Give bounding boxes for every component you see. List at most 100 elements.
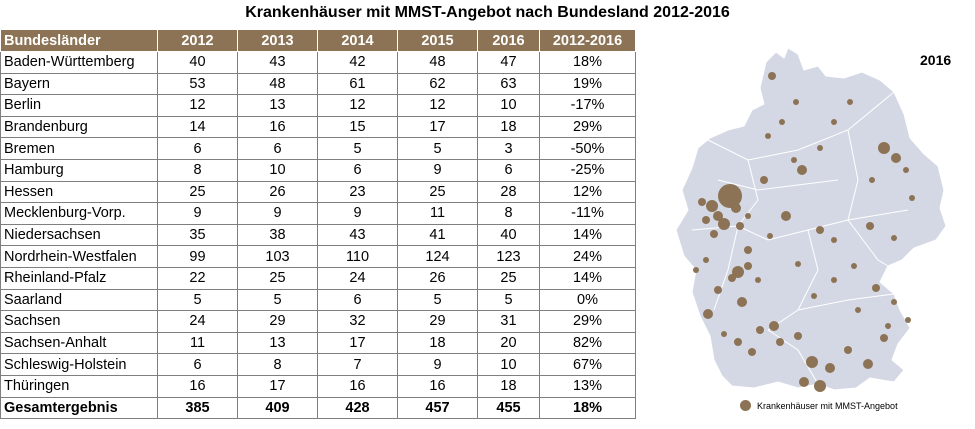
hospital-dot (732, 266, 744, 278)
column-header: Bundesländer (0, 29, 158, 52)
hospital-dot (728, 274, 736, 282)
value-cell: 13 (237, 331, 318, 355)
state-borders (691, 91, 909, 385)
value-cell: 43 (317, 223, 398, 247)
value-cell: 18 (477, 115, 540, 139)
value-cell: 15 (317, 115, 398, 139)
hospital-dot (816, 226, 824, 234)
state-name-cell: Sachsen (0, 310, 158, 333)
value-cell: 3 (477, 137, 540, 160)
value-cell: 23 (317, 180, 398, 204)
state-name-cell: Sachsen-Anhalt (0, 331, 158, 355)
hospital-dot (863, 359, 873, 369)
value-cell: 99 (157, 245, 238, 268)
table-row: Nordrhein-Westfalen 99 103 110 124 123 24% (0, 245, 636, 268)
table-row: Sachsen 24 29 32 29 31 29% (0, 310, 636, 333)
hospital-dot (745, 213, 751, 219)
value-cell: 26 (237, 180, 318, 204)
value-cell: 40 (157, 51, 238, 74)
hospital-dot (731, 203, 741, 213)
hospital-dot (718, 218, 730, 230)
total-row: Gesamtergebnis 385 409 428 457 455 18% (0, 396, 636, 420)
column-header: 2012-2016 (539, 29, 636, 52)
value-cell: 9 (157, 202, 238, 225)
hospital-dot (702, 216, 710, 224)
hospital-dot (872, 284, 880, 292)
state-name-cell: Schleswig-Holstein (0, 353, 158, 376)
hospital-dot (855, 307, 861, 313)
hospital-dot (744, 246, 752, 254)
value-cell: 8 (477, 202, 540, 225)
hospital-dot (718, 184, 742, 208)
column-header: 2013 (237, 29, 318, 52)
value-cell: 32 (317, 310, 398, 333)
value-cell: 385 (157, 396, 238, 420)
state-name-cell: Bayern (0, 72, 158, 96)
value-cell: 9 (317, 202, 398, 225)
value-cell: 5 (477, 288, 540, 312)
value-cell: 17 (397, 115, 478, 139)
value-cell: 25 (157, 180, 238, 204)
value-cell: 67% (539, 353, 636, 376)
state-name-cell: Gesamtergebnis (0, 396, 158, 420)
state-name-cell: Rheinland-Pfalz (0, 266, 158, 290)
hospital-dot (710, 230, 718, 238)
value-cell: 10 (477, 94, 540, 117)
value-cell: 25 (397, 180, 478, 204)
value-cell: 124 (397, 245, 478, 268)
legend-dot-icon (740, 400, 751, 411)
hospital-dot (866, 222, 874, 230)
value-cell: 6 (237, 137, 318, 160)
hospital-dot (736, 222, 744, 230)
value-cell: 28 (477, 180, 540, 204)
hospital-dot (844, 346, 852, 354)
hospital-dot (737, 297, 747, 307)
value-cell: 6 (157, 137, 238, 160)
value-cell: 5 (237, 288, 318, 312)
hospital-dot (793, 99, 799, 105)
hospital-dot (769, 321, 779, 331)
hospital-dot (880, 334, 888, 342)
hospital-dot (797, 165, 807, 175)
page-title: Krankenhäuser mit MMST-Angebot nach Bund… (245, 4, 730, 21)
value-cell: 29 (237, 310, 318, 333)
hospital-dot (756, 326, 764, 334)
table-row: Thüringen 16 17 16 16 18 13% (0, 374, 636, 398)
value-cell: 457 (397, 396, 478, 420)
value-cell: 43 (237, 51, 318, 74)
value-cell: -25% (539, 158, 636, 182)
table-row: Bayern 53 48 61 62 63 19% (0, 72, 636, 96)
table-row: Hessen 25 26 23 25 28 12% (0, 180, 636, 204)
hospital-dot (779, 119, 785, 125)
hospital-dot (806, 356, 818, 368)
value-cell: 103 (237, 245, 318, 268)
table-row: Sachsen-Anhalt 11 13 17 18 20 82% (0, 331, 636, 355)
value-cell: -17% (539, 94, 636, 117)
hospital-dot (825, 363, 835, 373)
value-cell: 29% (539, 115, 636, 139)
state-border (797, 293, 895, 311)
value-cell: 17 (237, 374, 318, 398)
value-cell: 455 (477, 396, 540, 420)
value-cell: 16 (157, 374, 238, 398)
hospital-dot (781, 211, 791, 221)
value-cell: 6 (157, 353, 238, 376)
value-cell: 53 (157, 72, 238, 96)
value-cell: 110 (317, 245, 398, 268)
value-cell: 25 (477, 266, 540, 290)
table-row: Niedersachsen 35 38 43 41 40 14% (0, 223, 636, 247)
table-header-row: Bundesländer 2012 2013 2014 2015 2016 20… (0, 29, 636, 52)
value-cell: 7 (317, 353, 398, 376)
value-cell: 14 (157, 115, 238, 139)
hospital-dot (791, 157, 797, 163)
value-cell: 19% (539, 72, 636, 96)
hospital-dot (794, 332, 802, 340)
value-cell: 9 (397, 353, 478, 376)
hospital-table: Bundesländer 2012 2013 2014 2015 2016 20… (0, 29, 636, 420)
value-cell: 409 (237, 396, 318, 420)
hospital-dot (768, 72, 776, 80)
value-cell: 25 (237, 266, 318, 290)
value-cell: 62 (397, 72, 478, 96)
table-row: Baden-Württemberg 40 43 42 48 47 18% (0, 51, 636, 74)
hospital-dot (905, 317, 911, 323)
